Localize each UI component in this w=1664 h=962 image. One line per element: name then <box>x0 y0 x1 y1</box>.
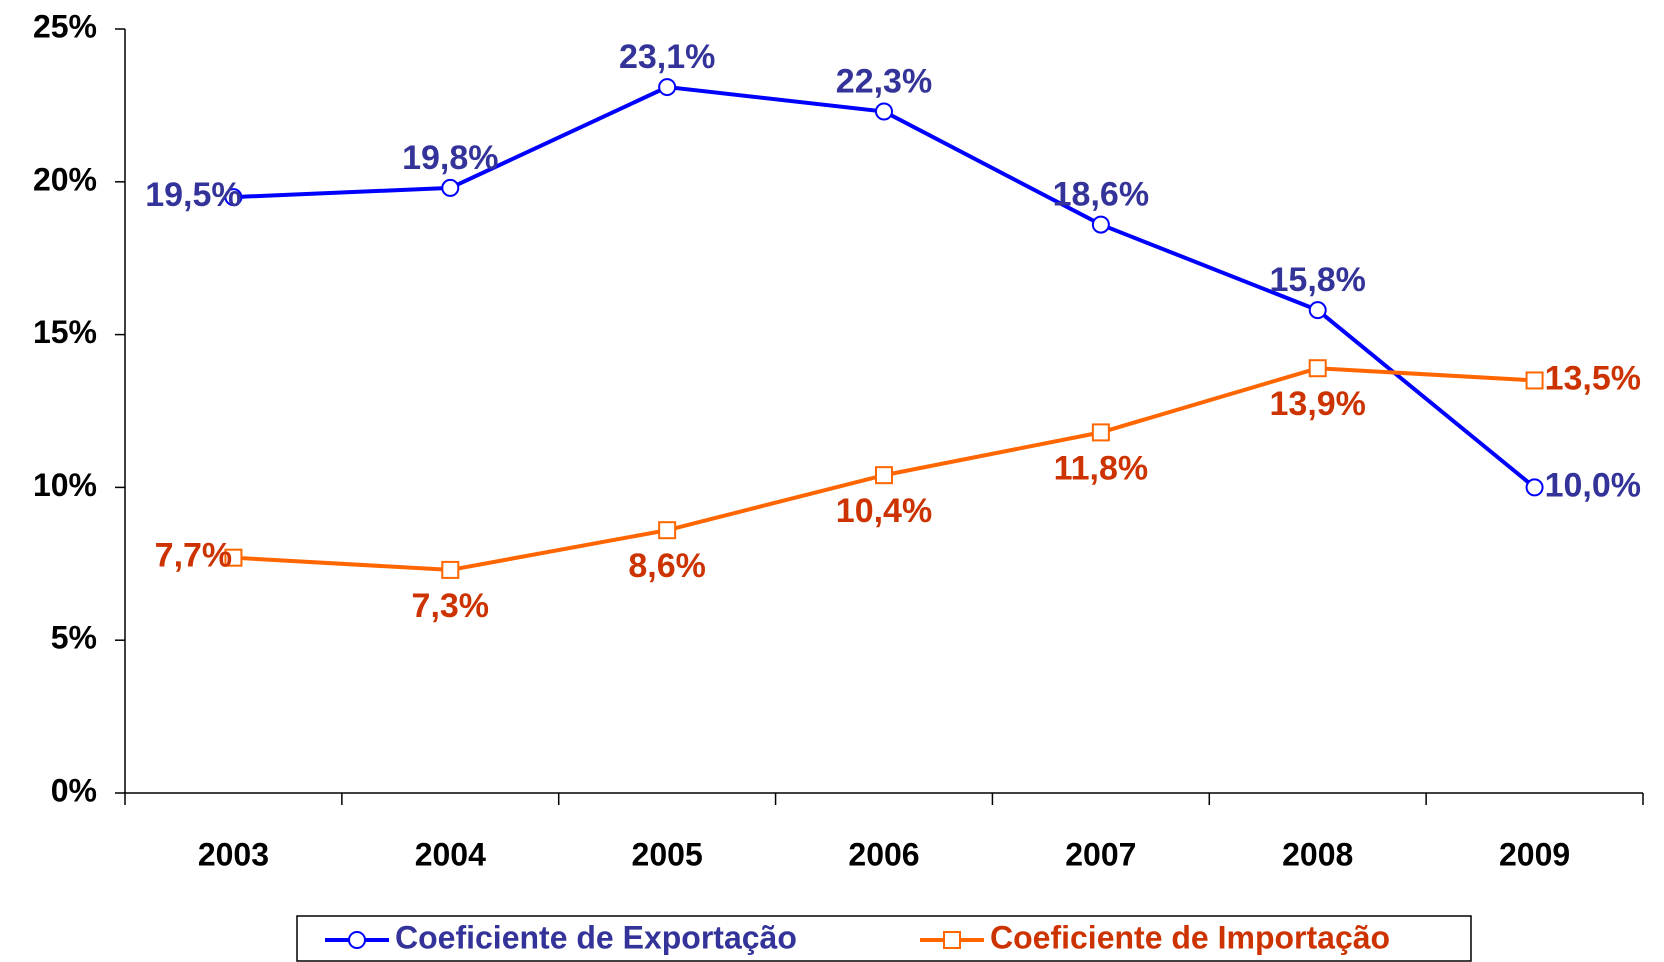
legend-label: Coeficiente de Importação <box>990 919 1390 955</box>
point-marker <box>658 521 677 540</box>
point-marker <box>1091 423 1110 442</box>
y-tick-label: 5% <box>51 620 97 656</box>
data-label: 15,8% <box>1270 261 1366 299</box>
legend-label: Coeficiente de Exportação <box>395 919 797 955</box>
point-marker <box>658 78 677 97</box>
legend: Coeficiente de Exportação Coeficiente de … <box>296 915 1472 962</box>
point-marker <box>224 548 243 567</box>
point-marker <box>1525 371 1544 390</box>
x-tick-label: 2009 <box>1499 836 1570 872</box>
data-label: 22,3% <box>836 62 932 100</box>
data-label: 19,8% <box>402 139 498 177</box>
legend-marker <box>943 931 961 949</box>
y-tick-label: 25% <box>33 8 97 44</box>
point-marker <box>875 466 893 485</box>
x-tick-label: 2003 <box>198 836 269 872</box>
data-label: 8,6% <box>628 547 706 585</box>
x-tick-label: 2006 <box>848 836 919 872</box>
x-tick-label: 2008 <box>1282 836 1353 872</box>
data-label: 7,7% <box>155 537 233 575</box>
point-marker <box>875 102 893 121</box>
y-tick-label: 15% <box>33 314 97 350</box>
data-label: 11,8% <box>1054 449 1149 487</box>
data-label: 13,9% <box>1270 385 1366 423</box>
data-label: 23,1% <box>619 38 715 76</box>
point-marker <box>1308 301 1327 320</box>
x-tick-label: 2004 <box>415 836 486 872</box>
y-tick-label: 0% <box>51 772 97 808</box>
point-marker <box>1308 359 1327 378</box>
x-tick-label: 2005 <box>632 836 703 872</box>
point-marker <box>224 188 243 207</box>
legend-box <box>296 915 1472 962</box>
legend-marker <box>348 931 366 949</box>
x-tick-label: 2007 <box>1065 836 1136 872</box>
data-label: 10,4% <box>836 492 932 530</box>
data-label: 19,5% <box>145 176 241 214</box>
point-marker <box>1091 215 1110 234</box>
point-marker <box>441 560 460 579</box>
y-tick-label: 20% <box>33 161 97 197</box>
y-tick-label: 10% <box>33 467 97 503</box>
data-label: 18,6% <box>1053 176 1149 214</box>
point-marker <box>441 178 460 197</box>
data-label: 7,3% <box>412 587 490 625</box>
data-label: 13,5% <box>1545 359 1641 397</box>
point-marker <box>1525 478 1544 497</box>
data-label: 10,0% <box>1545 466 1641 504</box>
